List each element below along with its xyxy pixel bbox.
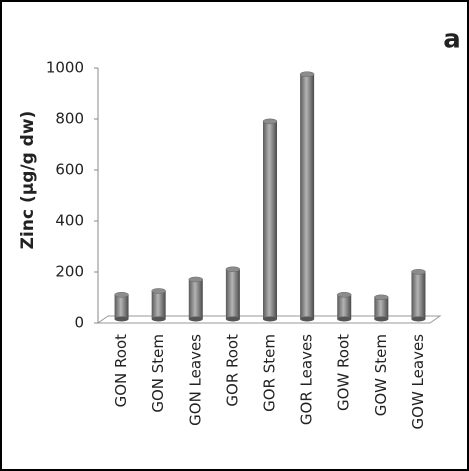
x-tick-label: GOR Leaves: [298, 334, 316, 425]
bar-top: [188, 276, 204, 283]
y-tick-label: 1000: [46, 59, 84, 77]
y-tick-label: 800: [55, 110, 84, 128]
bar-body: [411, 271, 426, 319]
bar-bottom: [300, 316, 315, 322]
bar-body: [114, 294, 129, 319]
bar-bottom: [374, 316, 389, 322]
x-tick-label: GOR Stem: [261, 334, 279, 412]
x-tick-label: GOR Root: [223, 334, 241, 407]
bar: [151, 288, 166, 322]
bar-body: [263, 121, 277, 319]
y-tick-label: 200: [55, 263, 84, 281]
x-tick-label: GOW Stem: [372, 334, 390, 416]
bar-top: [411, 269, 426, 275]
bar-bottom: [114, 316, 129, 322]
bar-top: [151, 288, 166, 294]
bar-body: [337, 294, 352, 319]
bar: [225, 266, 241, 322]
y-axis-label: Zinc (µg/g dw): [18, 111, 38, 250]
bar: [374, 294, 389, 322]
bar-body: [374, 297, 389, 319]
bar-bottom: [337, 316, 352, 322]
bar-bottom: [411, 316, 426, 322]
x-tick-label: GON Stem: [149, 334, 167, 413]
bar-bottom: [188, 316, 203, 322]
bar-body: [300, 74, 315, 319]
bar-body: [151, 290, 166, 319]
bar-top: [225, 266, 241, 273]
bar-top: [299, 71, 315, 77]
y-tick-label: 0: [74, 314, 84, 332]
x-tick-label: GOW Leaves: [409, 334, 427, 430]
bar-bottom: [225, 316, 240, 322]
bar-body: [188, 279, 203, 319]
bar: [188, 276, 204, 322]
bar: [262, 118, 278, 322]
bar: [336, 292, 352, 322]
y-tick-label: 600: [55, 161, 84, 179]
x-tick-label: GON Leaves: [186, 334, 204, 426]
bar-top: [336, 292, 352, 298]
x-tick-label: GOW Root: [335, 334, 353, 411]
bar: [114, 292, 129, 322]
bar: [299, 71, 315, 322]
bar-top: [262, 118, 278, 125]
bar: [411, 269, 426, 322]
bar-bottom: [151, 316, 166, 322]
y-tick-label: 400: [55, 212, 84, 230]
bar-top: [374, 294, 389, 301]
x-tick-label: GON Root: [112, 334, 130, 408]
bar-bottom: [263, 316, 277, 322]
bar-body: [225, 269, 240, 319]
bar-top: [114, 292, 129, 298]
panel-label: a: [443, 25, 461, 55]
